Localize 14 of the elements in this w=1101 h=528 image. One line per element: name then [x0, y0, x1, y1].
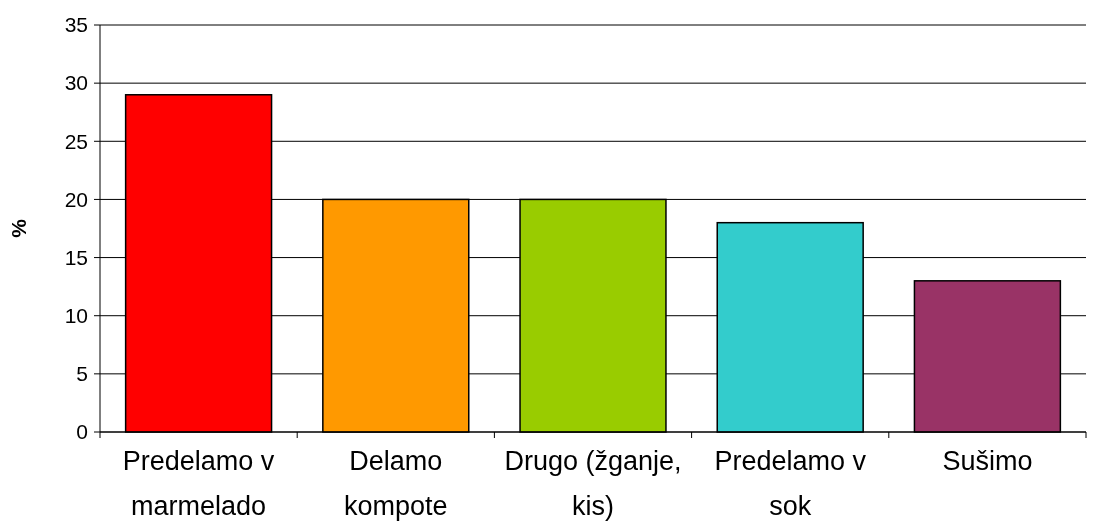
- x-tick-label: Predelamo v sok: [714, 446, 867, 521]
- y-tick-label: 20: [64, 187, 88, 211]
- y-tick-label: 10: [64, 304, 88, 328]
- y-tick-label: 5: [76, 362, 88, 386]
- x-tick-label: Sušimo: [942, 446, 1033, 476]
- y-axis-title: %: [7, 218, 30, 238]
- y-tick-label: 0: [76, 420, 88, 444]
- y-tick-label: 30: [64, 71, 88, 95]
- y-tick-label: 35: [64, 13, 88, 37]
- y-tick-label: 15: [64, 245, 88, 269]
- y-tick-label: 25: [64, 129, 88, 153]
- x-tick-label: Delamo kompote: [344, 446, 448, 521]
- x-tick-label: Drugo (žganje, kis): [504, 446, 682, 521]
- x-tick-label: Predelamo v marmelado: [122, 446, 275, 521]
